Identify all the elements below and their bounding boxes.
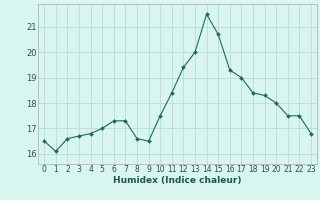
X-axis label: Humidex (Indice chaleur): Humidex (Indice chaleur) [113,176,242,185]
